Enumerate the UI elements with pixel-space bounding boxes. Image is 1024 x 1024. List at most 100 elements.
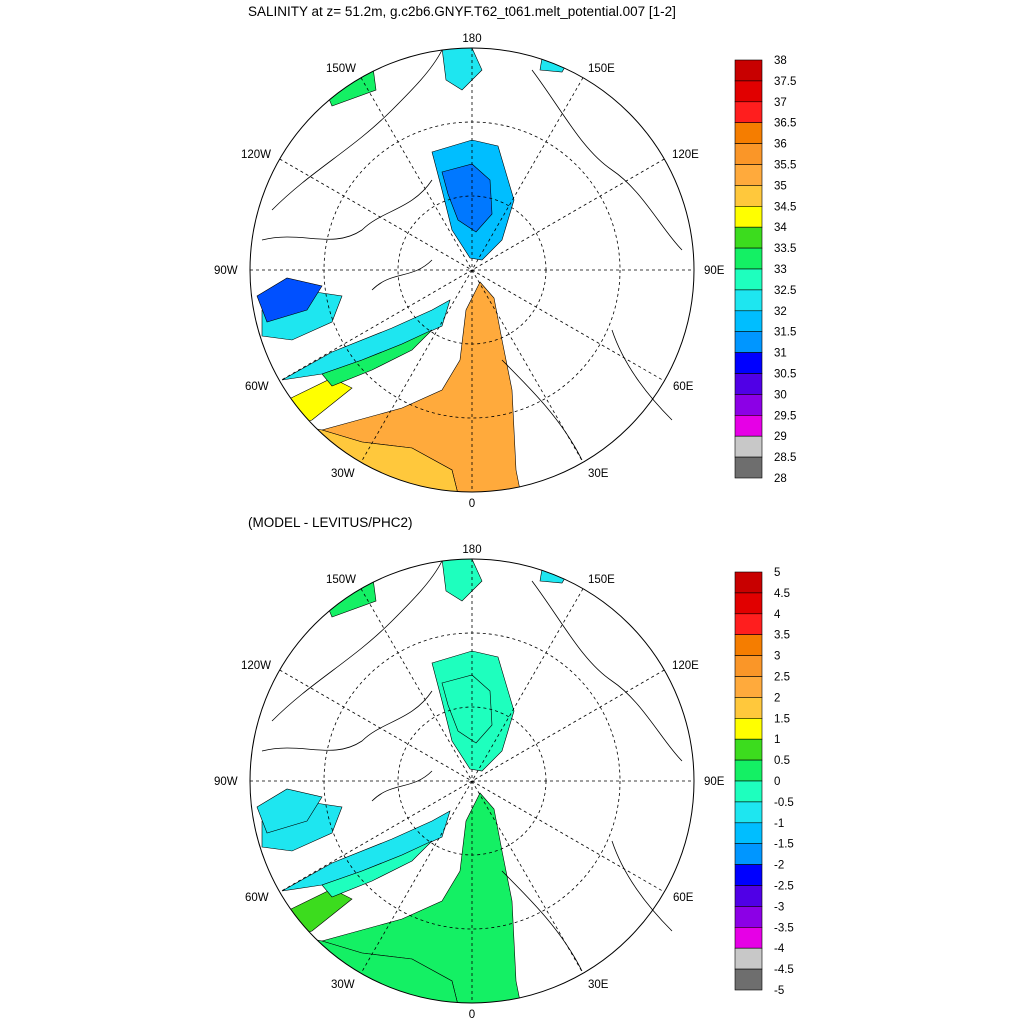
colorbar-label: 33 [774, 264, 787, 276]
difference-panel: (MODEL - LEVITUS/PHC2) [214, 515, 794, 1021]
lon-label-120e: 120E [672, 149, 699, 161]
colorbar-swatch [734, 268, 763, 291]
colorbar-swatch [734, 456, 763, 479]
lon-label-30e: 30E [588, 468, 609, 480]
colorbar-label: 36.5 [774, 118, 796, 130]
colorbar-label: 30 [774, 389, 787, 401]
colorbar-swatch [734, 185, 763, 207]
colorbar-swatch [734, 947, 763, 970]
colorbar-swatch [734, 655, 763, 677]
colorbar-label: 29.5 [774, 410, 796, 422]
colorbar-label: 1.5 [774, 713, 790, 725]
map-boundary [249, 558, 695, 1004]
colorbar-label: 3 [774, 651, 780, 663]
longitude-labels: 180 150E 120E 90E 60E 30E 0 30W 60W 90W … [214, 544, 725, 1021]
colorbar-swatch [734, 247, 763, 270]
colorbar-label: 0 [774, 776, 780, 788]
colorbar-label: 32.5 [774, 285, 796, 297]
colorbar-swatch [734, 717, 763, 740]
colorbar-label: 32 [774, 306, 787, 318]
colorbar-swatch [734, 759, 763, 782]
colorbar-label: 37.5 [774, 76, 796, 88]
colorbar-label: -5 [774, 985, 784, 997]
colorbar-label: -2.5 [774, 881, 794, 893]
coastlines [261, 49, 683, 461]
colorbar-label: -1.5 [774, 839, 794, 851]
colorbar-swatch [734, 885, 763, 907]
lon-label-0: 0 [469, 498, 475, 510]
colorbar-swatch [734, 59, 763, 82]
colorbar-swatch [734, 926, 763, 949]
colorbar-label: 38 [774, 55, 787, 67]
hudson-core-region [256, 277, 323, 323]
colorbar-label: 34.5 [774, 201, 796, 213]
colorbar-label: -4.5 [774, 964, 794, 976]
colorbar-swatch [734, 801, 763, 824]
colorbar-label: 37 [774, 97, 787, 109]
colorbar-label: 5 [774, 567, 780, 579]
colorbar-swatch [734, 331, 763, 353]
colorbar-swatch [734, 143, 763, 165]
panel-title: SALINITY at z= 51.2m, g.c2b6.GNYF.T62_t0… [248, 4, 676, 19]
lon-label-90e: 90E [704, 776, 725, 788]
lon-label-60e: 60E [673, 381, 694, 393]
lon-label-120w: 120W [241, 660, 271, 672]
colorbar-label: 31 [774, 348, 787, 360]
colorbar-label: 36 [774, 139, 787, 151]
graticule [250, 559, 694, 1003]
colorbar-swatch [734, 864, 763, 886]
colorbar-label: -0.5 [774, 797, 794, 809]
lon-label-0: 0 [469, 1009, 475, 1021]
lon-label-60e: 60E [673, 892, 694, 904]
lon-label-180: 180 [462, 544, 481, 556]
colorbar-swatch [734, 738, 763, 761]
colorbar-swatch [734, 164, 763, 186]
lon-label-30e: 30E [588, 979, 609, 991]
hudson-core-region [256, 788, 323, 834]
colorbar-swatch [734, 592, 763, 615]
colorbar-label: -4 [774, 943, 785, 955]
polar-map [249, 47, 695, 493]
colorbar-swatch [734, 435, 763, 458]
colorbar-swatch [734, 676, 763, 698]
colorbar: 5 4.5 4 3.5 3 2.5 2 1.5 1 0.5 0 -0.5 -1 -1.5 -2 -2.5 -3 -… [734, 567, 794, 997]
colorbar-swatch [734, 122, 763, 144]
lon-label-120w: 120W [241, 149, 271, 161]
colorbar-swatch [734, 843, 763, 865]
colorbar-label: 28.5 [774, 452, 796, 464]
lon-label-150w: 150W [326, 63, 356, 75]
colorbar-label: 33.5 [774, 243, 796, 255]
lon-label-90e: 90E [704, 265, 725, 277]
colorbar-swatch [734, 780, 763, 803]
colorbar-label: -1 [774, 818, 784, 830]
colorbar-label: 2 [774, 692, 780, 704]
colorbar-label: 0.5 [774, 755, 790, 767]
colorbar-label: 3.5 [774, 630, 790, 642]
colorbar-swatch [734, 206, 763, 228]
lon-label-180: 180 [462, 33, 481, 45]
colorbar-swatch [734, 968, 763, 991]
colorbar-label: -3.5 [774, 922, 794, 934]
colorbar-swatch [734, 571, 763, 594]
map-boundary [249, 47, 695, 493]
lon-label-150w: 150W [326, 574, 356, 586]
colorbar-swatch [734, 289, 763, 312]
colorbar-swatch [734, 613, 763, 635]
colorbar-swatch [734, 414, 763, 437]
salinity-panel: SALINITY at z= 51.2m, g.c2b6.GNYF.T62_t0… [214, 4, 796, 510]
colorbar-label: 31.5 [774, 327, 796, 339]
lon-label-30w: 30W [331, 979, 355, 991]
colorbar-label: 35 [774, 180, 787, 192]
labrador-shelf-region [321, 840, 433, 898]
colorbar-swatch [734, 101, 763, 124]
colorbar-label: 28 [774, 473, 787, 485]
panel-title: (MODEL - LEVITUS/PHC2) [248, 515, 413, 530]
colorbar-swatch [734, 352, 763, 374]
colorbar-label: -2 [774, 860, 784, 872]
colorbar-label: 4.5 [774, 588, 790, 600]
lon-label-150e: 150E [588, 574, 615, 586]
lon-label-60w: 60W [245, 381, 269, 393]
colorbar-label: 30.5 [774, 369, 796, 381]
graticule [250, 48, 694, 492]
